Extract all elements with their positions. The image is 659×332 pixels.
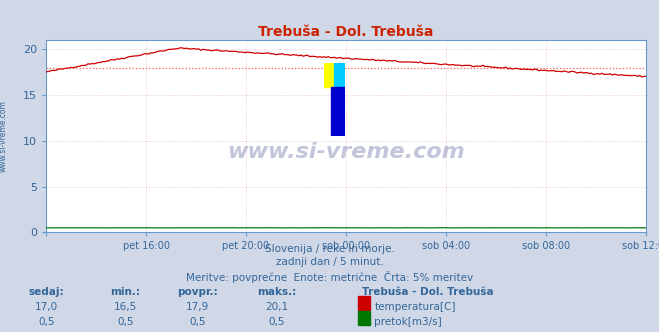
Text: zadnji dan / 5 minut.: zadnji dan / 5 minut.: [275, 257, 384, 267]
Text: 0,5: 0,5: [189, 317, 206, 327]
Text: Meritve: povprečne  Enote: metrične  Črta: 5% meritev: Meritve: povprečne Enote: metrične Črta:…: [186, 271, 473, 283]
Text: 20,1: 20,1: [265, 302, 289, 312]
Text: 17,0: 17,0: [34, 302, 58, 312]
Text: pretok[m3/s]: pretok[m3/s]: [374, 317, 442, 327]
Text: 0,5: 0,5: [268, 317, 285, 327]
Text: sedaj:: sedaj:: [28, 287, 64, 297]
Text: Slovenija / reke in morje.: Slovenija / reke in morje.: [264, 244, 395, 254]
Text: 17,9: 17,9: [186, 302, 210, 312]
Text: 0,5: 0,5: [117, 317, 134, 327]
Text: povpr.:: povpr.:: [177, 287, 218, 297]
Text: min.:: min.:: [110, 287, 140, 297]
Text: Trebuša - Dol. Trebuša: Trebuša - Dol. Trebuša: [362, 287, 494, 297]
Text: temperatura[C]: temperatura[C]: [374, 302, 456, 312]
Text: www.si-vreme.com: www.si-vreme.com: [0, 100, 8, 172]
Text: maks.:: maks.:: [257, 287, 297, 297]
Text: 16,5: 16,5: [113, 302, 137, 312]
Title: Trebuša - Dol. Trebuša: Trebuša - Dol. Trebuša: [258, 25, 434, 39]
Text: 0,5: 0,5: [38, 317, 55, 327]
Text: www.si-vreme.com: www.si-vreme.com: [227, 141, 465, 162]
